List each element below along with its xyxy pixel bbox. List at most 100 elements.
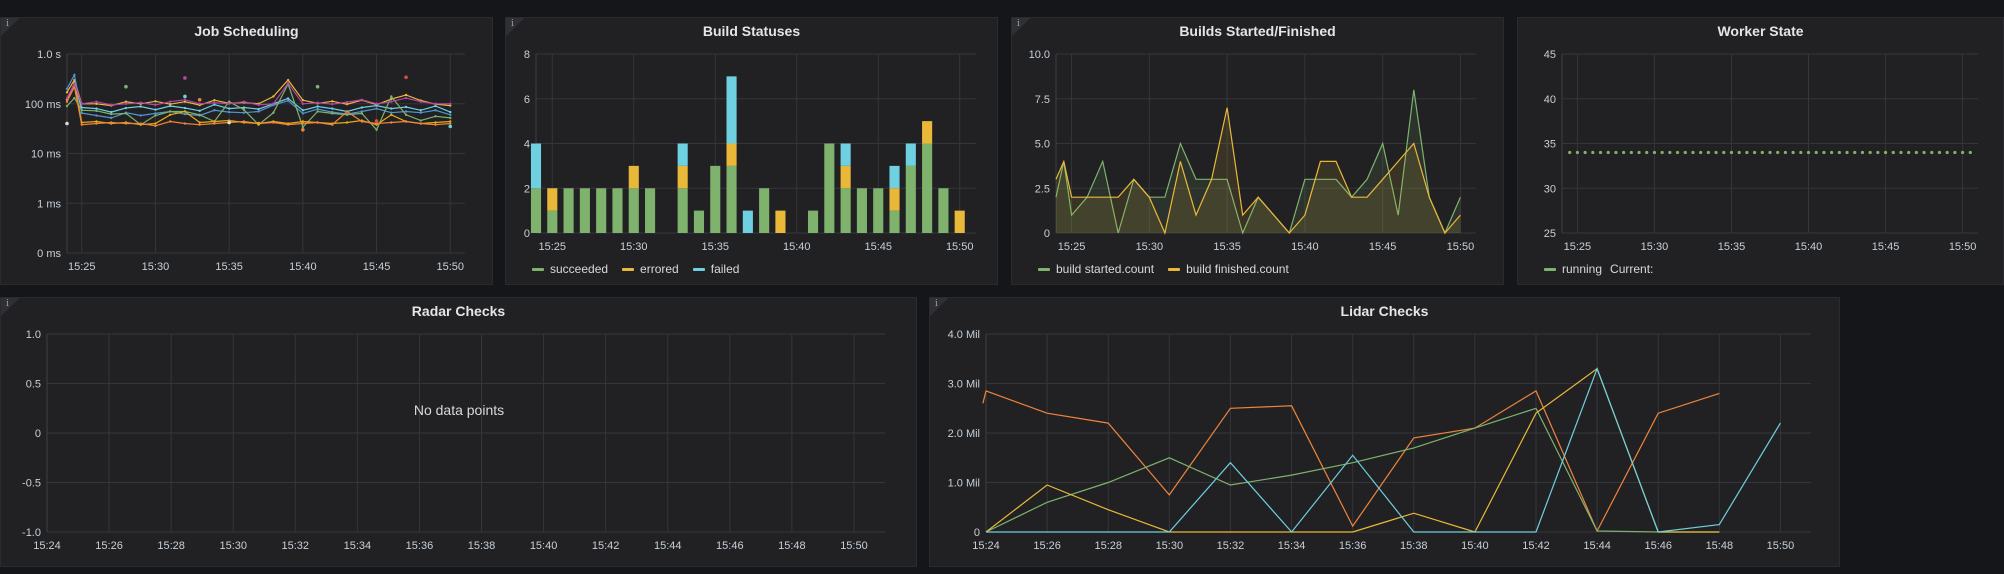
scatter-point <box>404 75 408 80</box>
legend-item-errored[interactable]: errored <box>622 262 679 276</box>
series-line-c <box>66 83 451 113</box>
bar-succeeded <box>563 188 574 233</box>
point-running <box>1891 150 1895 155</box>
point-f <box>404 120 408 123</box>
point-running <box>1645 150 1649 155</box>
point-running <box>1791 150 1795 155</box>
x-tick-label: 15:30 <box>142 261 170 273</box>
panel-title[interactable]: Builds Started/Finished <box>1179 23 1336 39</box>
point-c <box>404 105 408 109</box>
point-d <box>198 113 201 116</box>
x-tick-label: 15:25 <box>1058 241 1086 253</box>
point-running <box>1583 150 1587 155</box>
legend-item-failed[interactable]: failed <box>692 262 740 276</box>
point-b <box>316 107 319 111</box>
point-d <box>404 113 408 116</box>
info-icon[interactable]: i <box>1 18 19 36</box>
point-f <box>301 122 305 125</box>
x-tick-label: 15:24 <box>33 540 61 552</box>
point-f <box>331 123 334 126</box>
point-f <box>434 123 437 126</box>
info-icon[interactable]: i <box>506 18 524 36</box>
x-tick-label: 15:35 <box>215 261 243 273</box>
x-tick-label: 15:25 <box>539 241 567 253</box>
y-tick-label: 10.0 <box>1029 49 1050 61</box>
point-c <box>213 103 216 106</box>
bar-succeeded <box>612 188 623 233</box>
point-g <box>449 102 452 105</box>
y-tick-label: 25 <box>1544 228 1556 240</box>
x-tick-label: 15:50 <box>436 261 464 273</box>
panel-title[interactable]: Job Scheduling <box>194 23 299 39</box>
legend-label: succeeded <box>550 262 609 276</box>
point-running <box>1883 150 1888 155</box>
point-f <box>154 124 157 128</box>
legend-item-build-finished-count[interactable]: build finished.count <box>1168 262 1289 276</box>
bar-failed <box>840 143 851 166</box>
bar-errored <box>889 188 900 211</box>
point-running <box>1845 150 1849 155</box>
point-g <box>168 100 172 103</box>
point-running <box>1652 150 1657 155</box>
point-b <box>154 112 157 115</box>
point-b <box>404 110 408 113</box>
point-running <box>1806 150 1811 155</box>
y-tick-label: 0 <box>974 527 980 539</box>
panel-title[interactable]: Radar Checks <box>411 303 506 319</box>
bar-errored <box>677 165 688 189</box>
bar-failed <box>677 143 688 166</box>
point-f <box>272 121 275 124</box>
x-tick-label: 15:46 <box>1644 540 1672 552</box>
point-c <box>316 105 319 108</box>
series-line-f <box>66 84 451 127</box>
legend-item-running[interactable]: running <box>1544 262 1602 276</box>
point-e <box>213 120 216 123</box>
point-g <box>154 103 157 107</box>
info-icon[interactable]: i <box>930 298 948 316</box>
legend: succeeded errored failed <box>532 262 739 276</box>
point-c <box>360 106 364 109</box>
point-running <box>1930 150 1934 155</box>
x-tick-label: 15:25 <box>68 261 96 273</box>
point-e <box>198 121 201 124</box>
panel-build-statuses: i Build Statuses 0 2 4 6 8 15:25 15:30 15:35 15:… <box>505 17 998 285</box>
point-c <box>419 109 422 112</box>
point-running <box>1722 150 1726 155</box>
point-g <box>345 100 349 104</box>
panel-title[interactable]: Lidar Checks <box>1340 303 1429 319</box>
point-e <box>168 113 172 116</box>
point-b <box>213 109 216 112</box>
x-tick-label: 15:50 <box>840 540 868 552</box>
point-running <box>1629 150 1633 155</box>
point-running <box>1968 150 1972 155</box>
point-d <box>449 116 452 120</box>
point-c <box>110 110 113 114</box>
info-icon[interactable]: i <box>1012 18 1030 36</box>
point-f <box>242 120 246 123</box>
bar-succeeded <box>840 188 851 233</box>
x-tick-label: 15:26 <box>95 540 123 552</box>
x-tick-label: 15:28 <box>1094 540 1122 552</box>
x-tick-label: 15:44 <box>1583 540 1611 552</box>
x-tick-label: 15:30 <box>219 540 247 552</box>
panel-title[interactable]: Worker State <box>1717 23 1804 39</box>
legend-item-succeeded[interactable]: succeeded <box>532 262 608 276</box>
bar-errored <box>954 210 965 233</box>
point-d <box>154 114 157 117</box>
y-tick-label: 100 ms <box>25 99 62 111</box>
legend-label: failed <box>710 262 740 276</box>
point-c <box>257 107 260 111</box>
legend-item-build-started-count[interactable]: build started.count <box>1038 262 1154 276</box>
bar-failed <box>742 210 753 233</box>
bar-succeeded <box>889 210 900 233</box>
point-g <box>65 96 69 100</box>
point-d <box>227 100 231 103</box>
info-icon[interactable]: i <box>1 298 19 316</box>
point-running <box>1860 150 1865 155</box>
area-build-finished-count <box>1056 107 1461 233</box>
panel-worker-state: Worker State 25 30 35 40 45 15:25 15:30 15:35 15… <box>1517 17 2004 285</box>
panel-title[interactable]: Build Statuses <box>702 23 801 39</box>
point-e <box>449 120 452 123</box>
x-tick-label: 15:25 <box>1564 241 1592 253</box>
worker-state-chart: 25 30 35 40 45 15:25 15:30 15:35 15:40 15:45 15:50 <box>1544 49 1978 253</box>
